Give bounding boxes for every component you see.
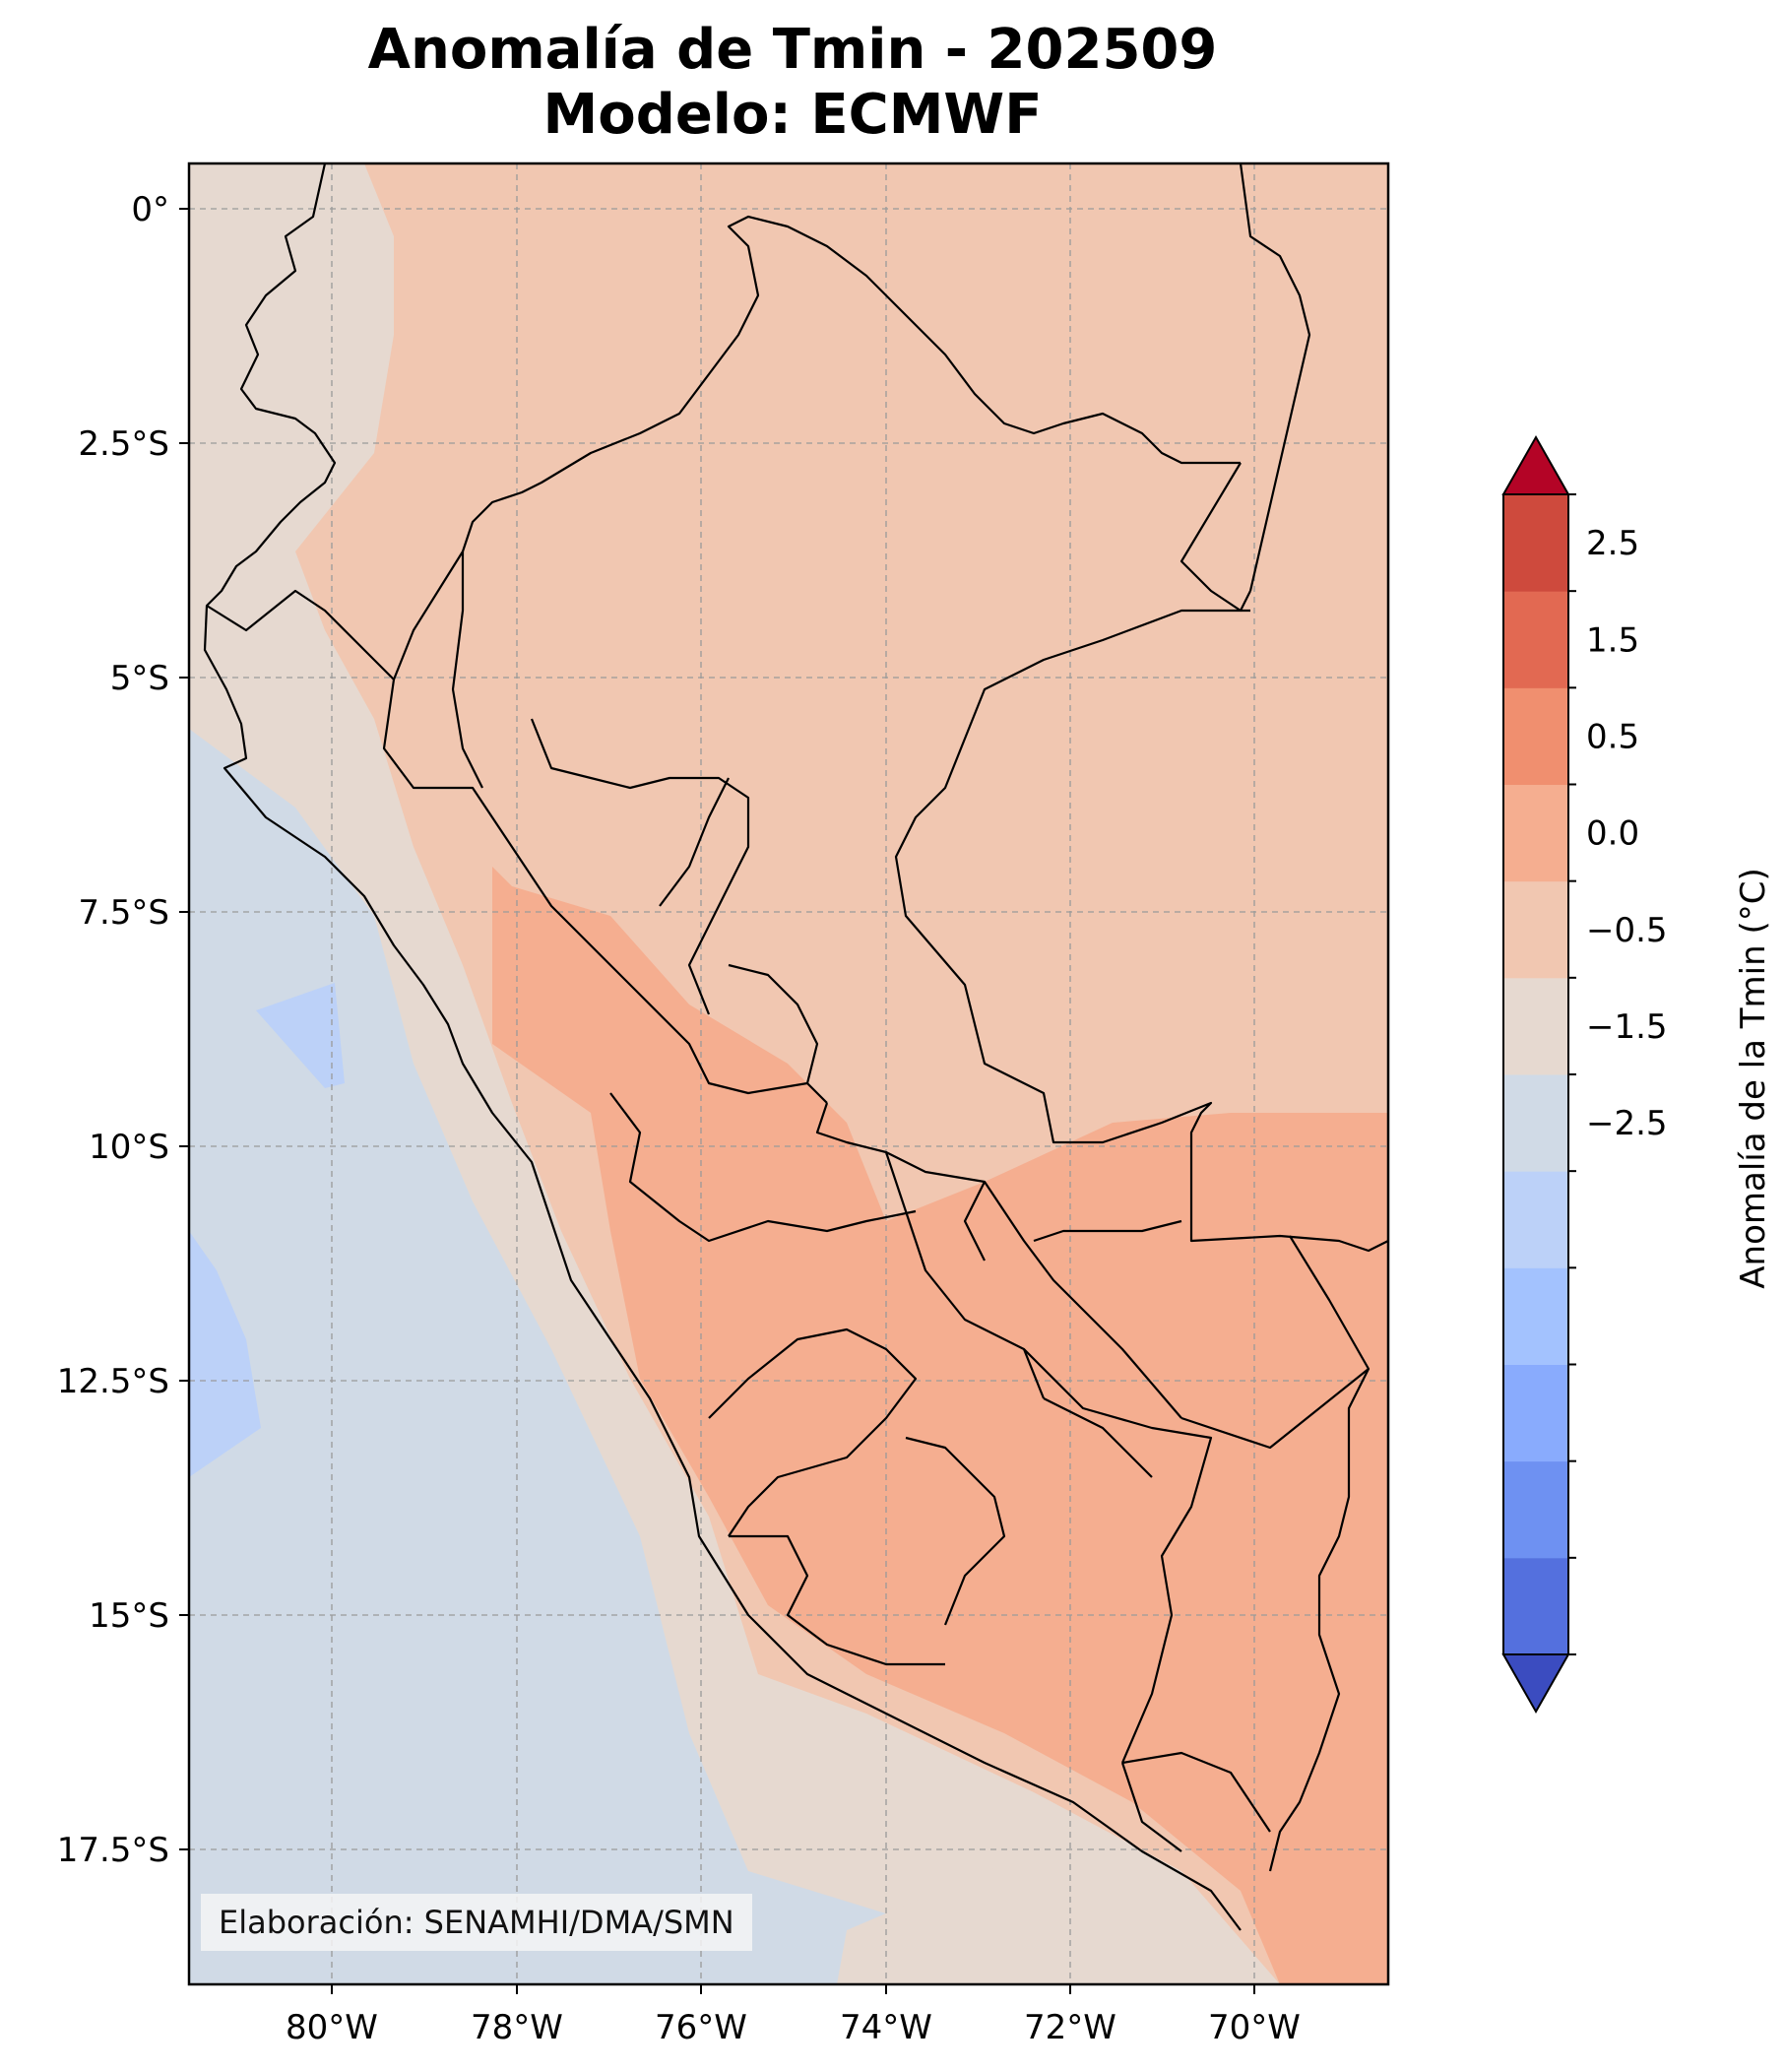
lon-axis: 80°W 78°W 76°W 74°W 72°W 70°W (286, 1984, 1301, 2047)
colorbar-tick-label: −0.5 (1586, 911, 1668, 950)
colorbar-segment (1503, 1267, 1568, 1365)
map-frame (187, 162, 1390, 1986)
lon-tick-label: 80°W (286, 2008, 378, 2047)
colorbar-tick-label: 2.5 (1586, 524, 1639, 563)
lat-tick-label: 15°S (89, 1596, 169, 1636)
colorbar: 2.5 1.5 0.5 0.0 −0.5 −1.5 −2.5 (1501, 434, 1668, 1715)
colorbar-tick-label: 1.5 (1586, 620, 1639, 660)
anomaly-patch-neg-west (189, 1231, 261, 1477)
lon-tick-label: 70°W (1208, 2008, 1301, 2047)
colorbar-segment (1503, 880, 1568, 979)
colorbar-label: Anomalía de la Tmin (°C) (1734, 868, 1773, 1288)
anomaly-patch-neg-north (256, 983, 345, 1088)
lon-tick-label: 72°W (1024, 2008, 1116, 2047)
lat-tick-label: 17.5°S (57, 1831, 169, 1870)
title-line-2: Modelo: ECMWF (542, 83, 1043, 147)
colorbar-extend-max (1501, 434, 1570, 495)
colorbar-extend-min (1501, 1653, 1570, 1715)
colorbar-segment (1503, 1460, 1568, 1559)
map-title: Anomalía de Tmin - 202509 Modelo: ECMWF (0, 18, 1585, 148)
colorbar-segment (1503, 1364, 1568, 1462)
gridlines (189, 163, 1388, 1984)
colorbar-segment (1503, 494, 1568, 592)
colorbar-segment (1503, 977, 1568, 1075)
lat-tick-label: 12.5°S (57, 1362, 169, 1401)
lat-axis: 0° 2.5°S 5°S 7.5°S 10°S 12.5°S 15°S 17.5°S (57, 190, 189, 1870)
colorbar-tick-label: −2.5 (1586, 1104, 1668, 1143)
boundaries (203, 163, 1388, 1931)
colorbar-segment (1503, 591, 1568, 688)
colorbar-tick-label: 0.5 (1586, 717, 1639, 756)
lat-tick-label: 2.5°S (78, 424, 169, 464)
colorbar-tick-label: −1.5 (1586, 1007, 1668, 1047)
title-line-1: Anomalía de Tmin - 202509 (367, 18, 1218, 82)
lon-tick-label: 74°W (840, 2008, 932, 2047)
anomaly-field (189, 163, 1388, 1984)
lat-tick-label: 0° (131, 190, 169, 229)
colorbar-segment (1503, 687, 1568, 785)
colorbar-segment (1503, 1557, 1568, 1655)
lat-tick-label: 10°S (89, 1128, 169, 1167)
lon-tick-label: 76°W (655, 2008, 747, 2047)
colorbar-segment (1503, 784, 1568, 882)
lat-tick-label: 7.5°S (78, 893, 169, 933)
colorbar-tick-label: 0.0 (1586, 814, 1639, 854)
colorbar-segment (1503, 1074, 1568, 1172)
colorbar-segment (1503, 1171, 1568, 1268)
lat-tick-label: 5°S (110, 659, 169, 698)
credit-box: Elaboración: SENAMHI/DMA/SMN (201, 1894, 752, 1951)
lon-tick-label: 78°W (471, 2008, 563, 2047)
